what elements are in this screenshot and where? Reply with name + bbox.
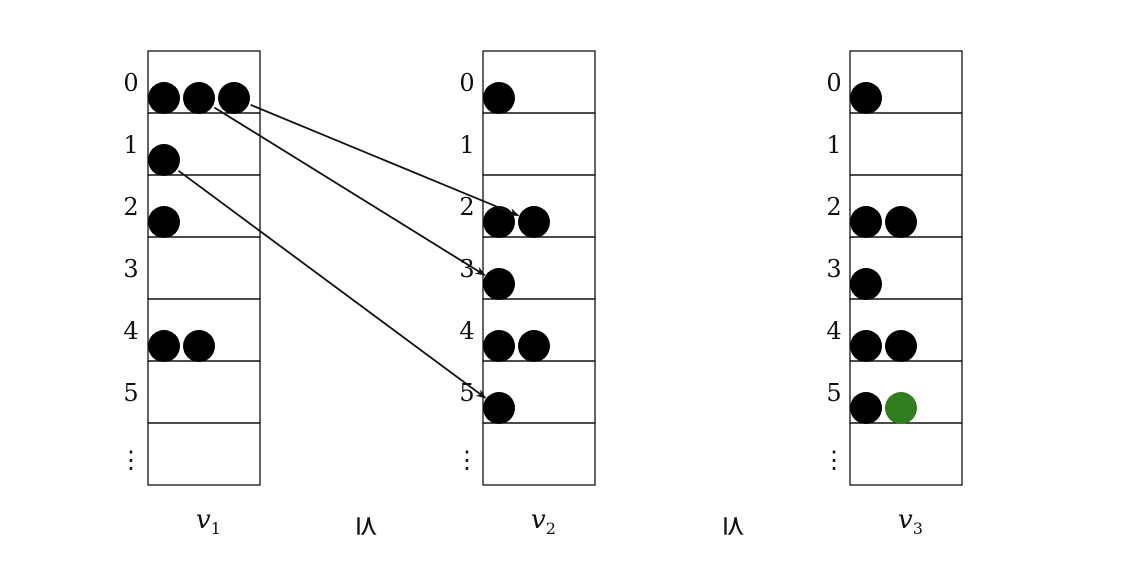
row-number: 4 <box>123 317 138 345</box>
mapping-arrow <box>177 169 487 399</box>
bucket-cell <box>849 112 963 176</box>
row-number: 1 <box>123 131 138 159</box>
token <box>850 268 882 300</box>
row-number: 0 <box>826 69 841 97</box>
bucket-cell <box>147 422 261 486</box>
precedes-relation-symbol: ⪯ <box>351 514 384 537</box>
token <box>148 82 180 114</box>
column-1: 0 1 2 3 4 5 ⋮ <box>119 50 261 486</box>
column-3: 0 1 2 3 4 5 ⋮ <box>822 50 963 486</box>
row-number: 2 <box>459 193 474 221</box>
token <box>218 82 250 114</box>
bucket-cell <box>482 112 596 176</box>
token <box>148 144 180 176</box>
token <box>850 206 882 238</box>
token <box>850 330 882 362</box>
token <box>885 206 917 238</box>
row-number: 2 <box>123 193 138 221</box>
column-label: v3 <box>898 505 923 538</box>
token <box>850 392 882 424</box>
token <box>483 330 515 362</box>
mapping-arrow <box>250 104 520 217</box>
bucket-cell <box>147 360 261 424</box>
row-number: 0 <box>123 69 138 97</box>
precedes-relation-symbol: ⪯ <box>718 514 751 537</box>
token <box>850 82 882 114</box>
token <box>483 392 515 424</box>
bucket-cell <box>482 422 596 486</box>
token <box>183 330 215 362</box>
token <box>183 82 215 114</box>
row-number: ⋮ <box>455 446 479 474</box>
column-label-subscript: 1 <box>211 519 221 538</box>
row-number: 0 <box>459 69 474 97</box>
row-number: 1 <box>826 131 841 159</box>
row-number: 1 <box>459 131 474 159</box>
token <box>885 330 917 362</box>
token <box>483 268 515 300</box>
highlighted-token <box>885 392 917 424</box>
column-2: 0 1 2 3 4 5 ⋮ <box>455 50 596 486</box>
row-number: 5 <box>826 379 841 407</box>
row-number: 3 <box>826 255 841 283</box>
token <box>518 330 550 362</box>
column-label-subscript: 2 <box>546 519 556 538</box>
token <box>483 206 515 238</box>
row-number: 4 <box>826 317 841 345</box>
row-number: 5 <box>123 379 138 407</box>
row-number: 4 <box>459 317 474 345</box>
mapping-arrow <box>213 106 486 276</box>
row-number: ⋮ <box>119 446 143 474</box>
row-number: 2 <box>826 193 841 221</box>
bucket-cell <box>147 236 261 300</box>
token <box>518 206 550 238</box>
row-number: 3 <box>459 255 474 283</box>
token <box>148 330 180 362</box>
bucket-cell <box>849 422 963 486</box>
column-label: v1 <box>196 505 221 538</box>
column-label-subscript: 3 <box>913 519 923 538</box>
token <box>148 206 180 238</box>
row-number: 5 <box>459 379 474 407</box>
token <box>483 82 515 114</box>
row-number: 3 <box>123 255 138 283</box>
column-label: v2 <box>531 505 556 538</box>
row-number: ⋮ <box>822 446 846 474</box>
